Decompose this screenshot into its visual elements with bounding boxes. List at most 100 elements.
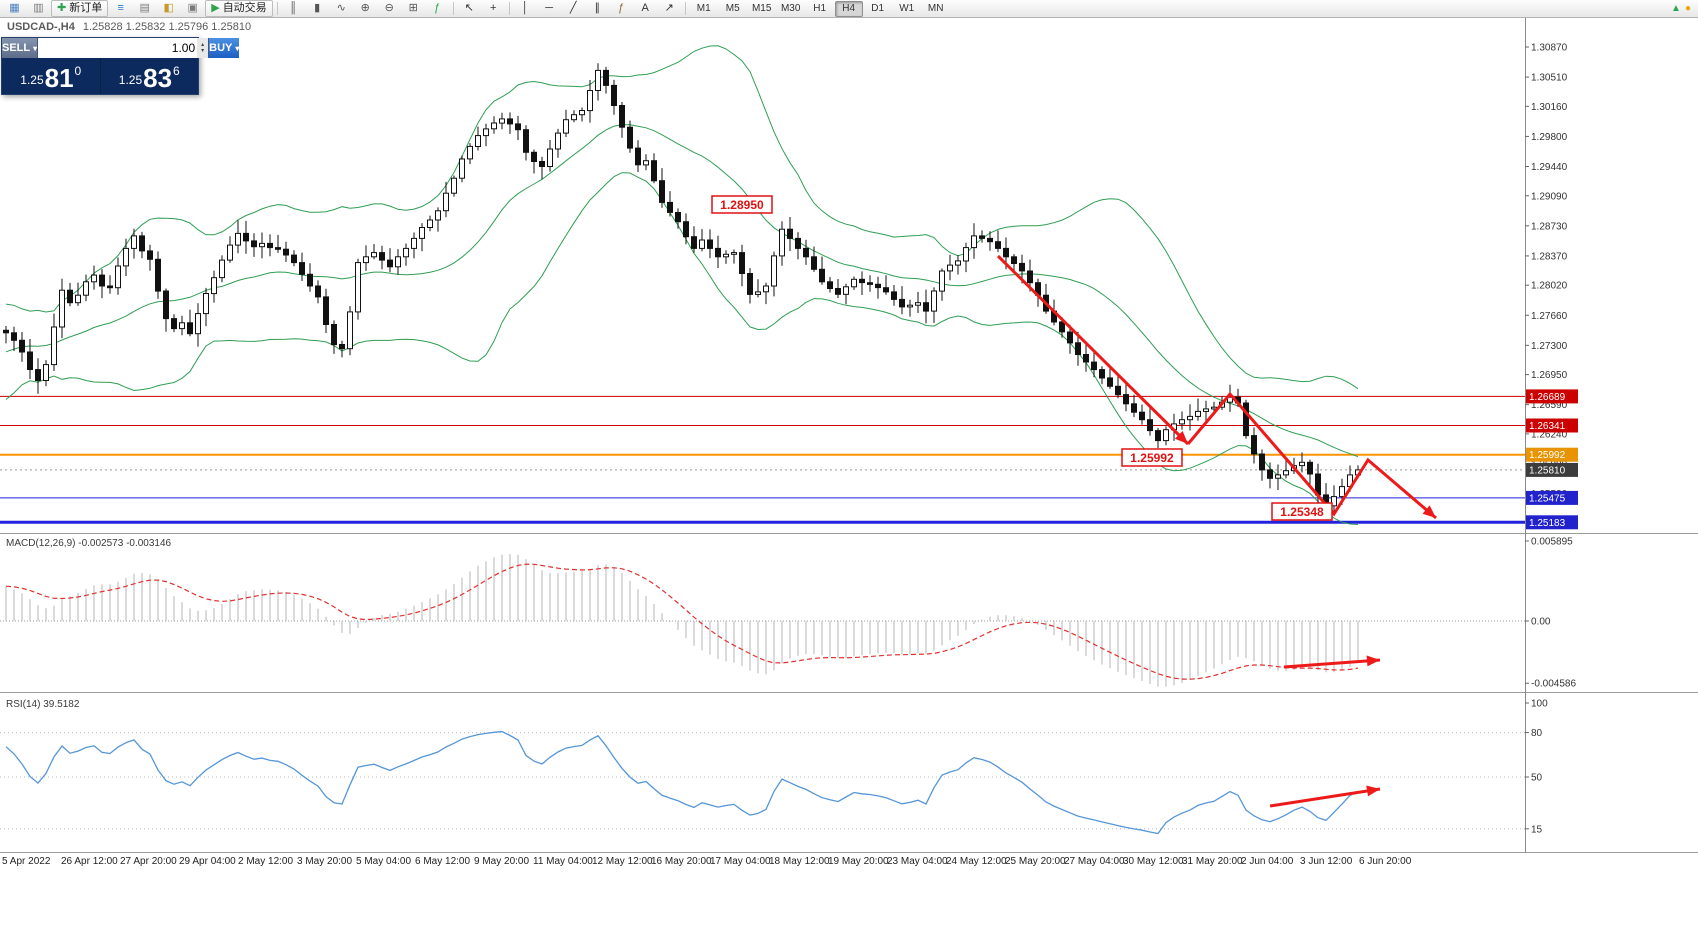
candle-bear xyxy=(795,237,801,249)
bollinger-upper-band[interactable] xyxy=(5,45,1359,390)
volume-up-button[interactable]: ▴ xyxy=(201,42,205,48)
price-axis-label: 1.26590 xyxy=(1531,400,1568,411)
trend-arrow-down-1[interactable] xyxy=(996,254,1190,446)
trend-arrow-zigzag[interactable] xyxy=(1186,391,1437,520)
candle-bear xyxy=(739,252,745,275)
candle-bull xyxy=(955,260,961,266)
candle-bear xyxy=(859,278,865,284)
candle-bear xyxy=(299,262,305,275)
candle-bull xyxy=(459,158,465,179)
autotrading-button[interactable]: ▶ 自动交易 xyxy=(205,0,273,17)
timeframe-w1-button[interactable]: W1 xyxy=(899,3,915,14)
candle-bear xyxy=(307,273,313,287)
price-callout-box[interactable] xyxy=(1121,448,1183,467)
candle-bull xyxy=(395,256,401,268)
chart-line-icon[interactable]: ∿ xyxy=(330,0,353,17)
text-label-icon[interactable]: A xyxy=(634,0,657,17)
buy-button[interactable]: BUY ▾ xyxy=(209,38,240,58)
timeframe-d1-button[interactable]: D1 xyxy=(871,3,885,14)
candle-bull xyxy=(211,277,217,295)
candle-bull xyxy=(1331,496,1337,507)
candle-bull xyxy=(699,239,705,249)
horizontal-line-icon[interactable]: ─ xyxy=(538,0,561,17)
candle-bear xyxy=(627,126,633,149)
profiles-icon[interactable]: ▥ xyxy=(27,0,50,17)
candle-bear xyxy=(1115,385,1121,396)
macd-signal-line[interactable] xyxy=(5,563,1359,680)
vertical-line-icon[interactable]: │ xyxy=(514,0,537,17)
candle-bear xyxy=(1011,256,1017,264)
arrow-objects-icon[interactable]: ↗ xyxy=(658,0,681,17)
chart-bars-icon[interactable]: ║ xyxy=(282,0,305,17)
zoom-out-icon[interactable]: ⊖ xyxy=(378,0,401,17)
new-order-button[interactable]: ✚ 新订单 xyxy=(51,0,109,17)
macd-arrow[interactable] xyxy=(1283,658,1381,669)
bollinger-middle-band[interactable] xyxy=(5,124,1359,458)
rsi-axis-label: 80 xyxy=(1531,728,1543,739)
price-axis-label: 1.29090 xyxy=(1531,191,1568,202)
sell-button[interactable]: SELL ▾ xyxy=(2,38,38,58)
tile-windows-icon[interactable]: ⊞ xyxy=(402,0,425,17)
candle-bear xyxy=(1067,331,1073,344)
fibonacci-icon: ƒ xyxy=(618,2,625,14)
volume-down-button[interactable]: ▾ xyxy=(201,48,205,54)
crosshair-icon[interactable]: + xyxy=(482,0,505,17)
sell-price[interactable]: 1.25 81 0 xyxy=(2,58,100,94)
new-chart-icon[interactable]: ▦ xyxy=(3,0,26,17)
candle-bull xyxy=(555,132,561,150)
candle-bear xyxy=(1019,262,1025,272)
price-axis-label: 1.30870 xyxy=(1531,43,1568,54)
terminal-icon[interactable]: ▣ xyxy=(181,0,204,17)
candle-bear xyxy=(107,285,113,289)
bollinger-lower-band[interactable] xyxy=(5,172,1359,525)
indicators-icon[interactable]: ƒ xyxy=(426,0,449,17)
price-callout-box[interactable] xyxy=(711,195,773,214)
fibonacci-icon[interactable]: ƒ xyxy=(610,0,633,17)
data-window-icon[interactable]: ▤ xyxy=(133,0,156,17)
macd-axis-label: -0.004586 xyxy=(1531,679,1576,690)
candle-bull xyxy=(1187,415,1193,421)
orange-dot-icon[interactable]: ● xyxy=(1684,3,1691,14)
rsi-axis-label: 15 xyxy=(1531,824,1543,835)
timeframe-m1-button[interactable]: M1 xyxy=(696,3,711,14)
candle-bear xyxy=(387,259,393,268)
timeframe-m15-button[interactable]: M15 xyxy=(751,3,772,14)
trade-controls-row: SELL ▾ ▴ ▾ BUY ▾ xyxy=(2,38,240,58)
time-axis-label: 30 May 12:00 xyxy=(1123,856,1184,867)
candle-bear xyxy=(987,237,993,243)
green-triangle-icon[interactable]: ▲ xyxy=(1671,3,1681,14)
time-axis-label: 2 Jun 04:00 xyxy=(1241,856,1294,867)
volume-input[interactable] xyxy=(38,38,198,58)
horizontal-line-icon: ─ xyxy=(545,2,554,14)
rsi-line[interactable] xyxy=(5,730,1359,835)
timeframe-h1-button[interactable]: H1 xyxy=(813,3,827,14)
buy-price[interactable]: 1.25 83 6 xyxy=(101,58,199,94)
candle-bear xyxy=(979,235,985,239)
rsi-arrow[interactable] xyxy=(1269,787,1381,808)
timeframe-h4-button[interactable]: H4 xyxy=(834,0,863,17)
candle-bear xyxy=(835,288,841,295)
equidistant-channel-icon[interactable]: ∥ xyxy=(586,0,609,17)
new-order-button-label: 新订单 xyxy=(69,2,103,14)
rsi-arrow-head xyxy=(1366,785,1380,797)
candle-bear xyxy=(659,180,665,203)
candle-bull xyxy=(931,290,937,312)
price-callout-box[interactable] xyxy=(1271,502,1333,521)
timeframe-m5-button[interactable]: M5 xyxy=(725,3,740,14)
macd-axis-label: 0.005895 xyxy=(1531,537,1573,548)
trendline-icon[interactable]: ╱ xyxy=(562,0,585,17)
timeframe-m30-button[interactable]: M30 xyxy=(780,3,801,14)
candle-bull xyxy=(1179,419,1185,425)
navigator-icon[interactable]: ◧ xyxy=(157,0,180,17)
chart-candles-icon[interactable]: ▮ xyxy=(306,0,329,17)
cursor-icon[interactable]: ↖ xyxy=(458,0,481,17)
candle-bear xyxy=(1259,453,1265,471)
time-axis-label: 3 May 20:00 xyxy=(297,856,352,867)
market-watch-icon[interactable]: ≡ xyxy=(109,0,132,17)
timeframe-mn-button[interactable]: MN xyxy=(927,3,944,14)
price-divider xyxy=(99,58,101,94)
price-axis-label: 1.30160 xyxy=(1531,102,1568,113)
zoom-in-icon[interactable]: ⊕ xyxy=(354,0,377,17)
candle-bear xyxy=(19,339,25,353)
